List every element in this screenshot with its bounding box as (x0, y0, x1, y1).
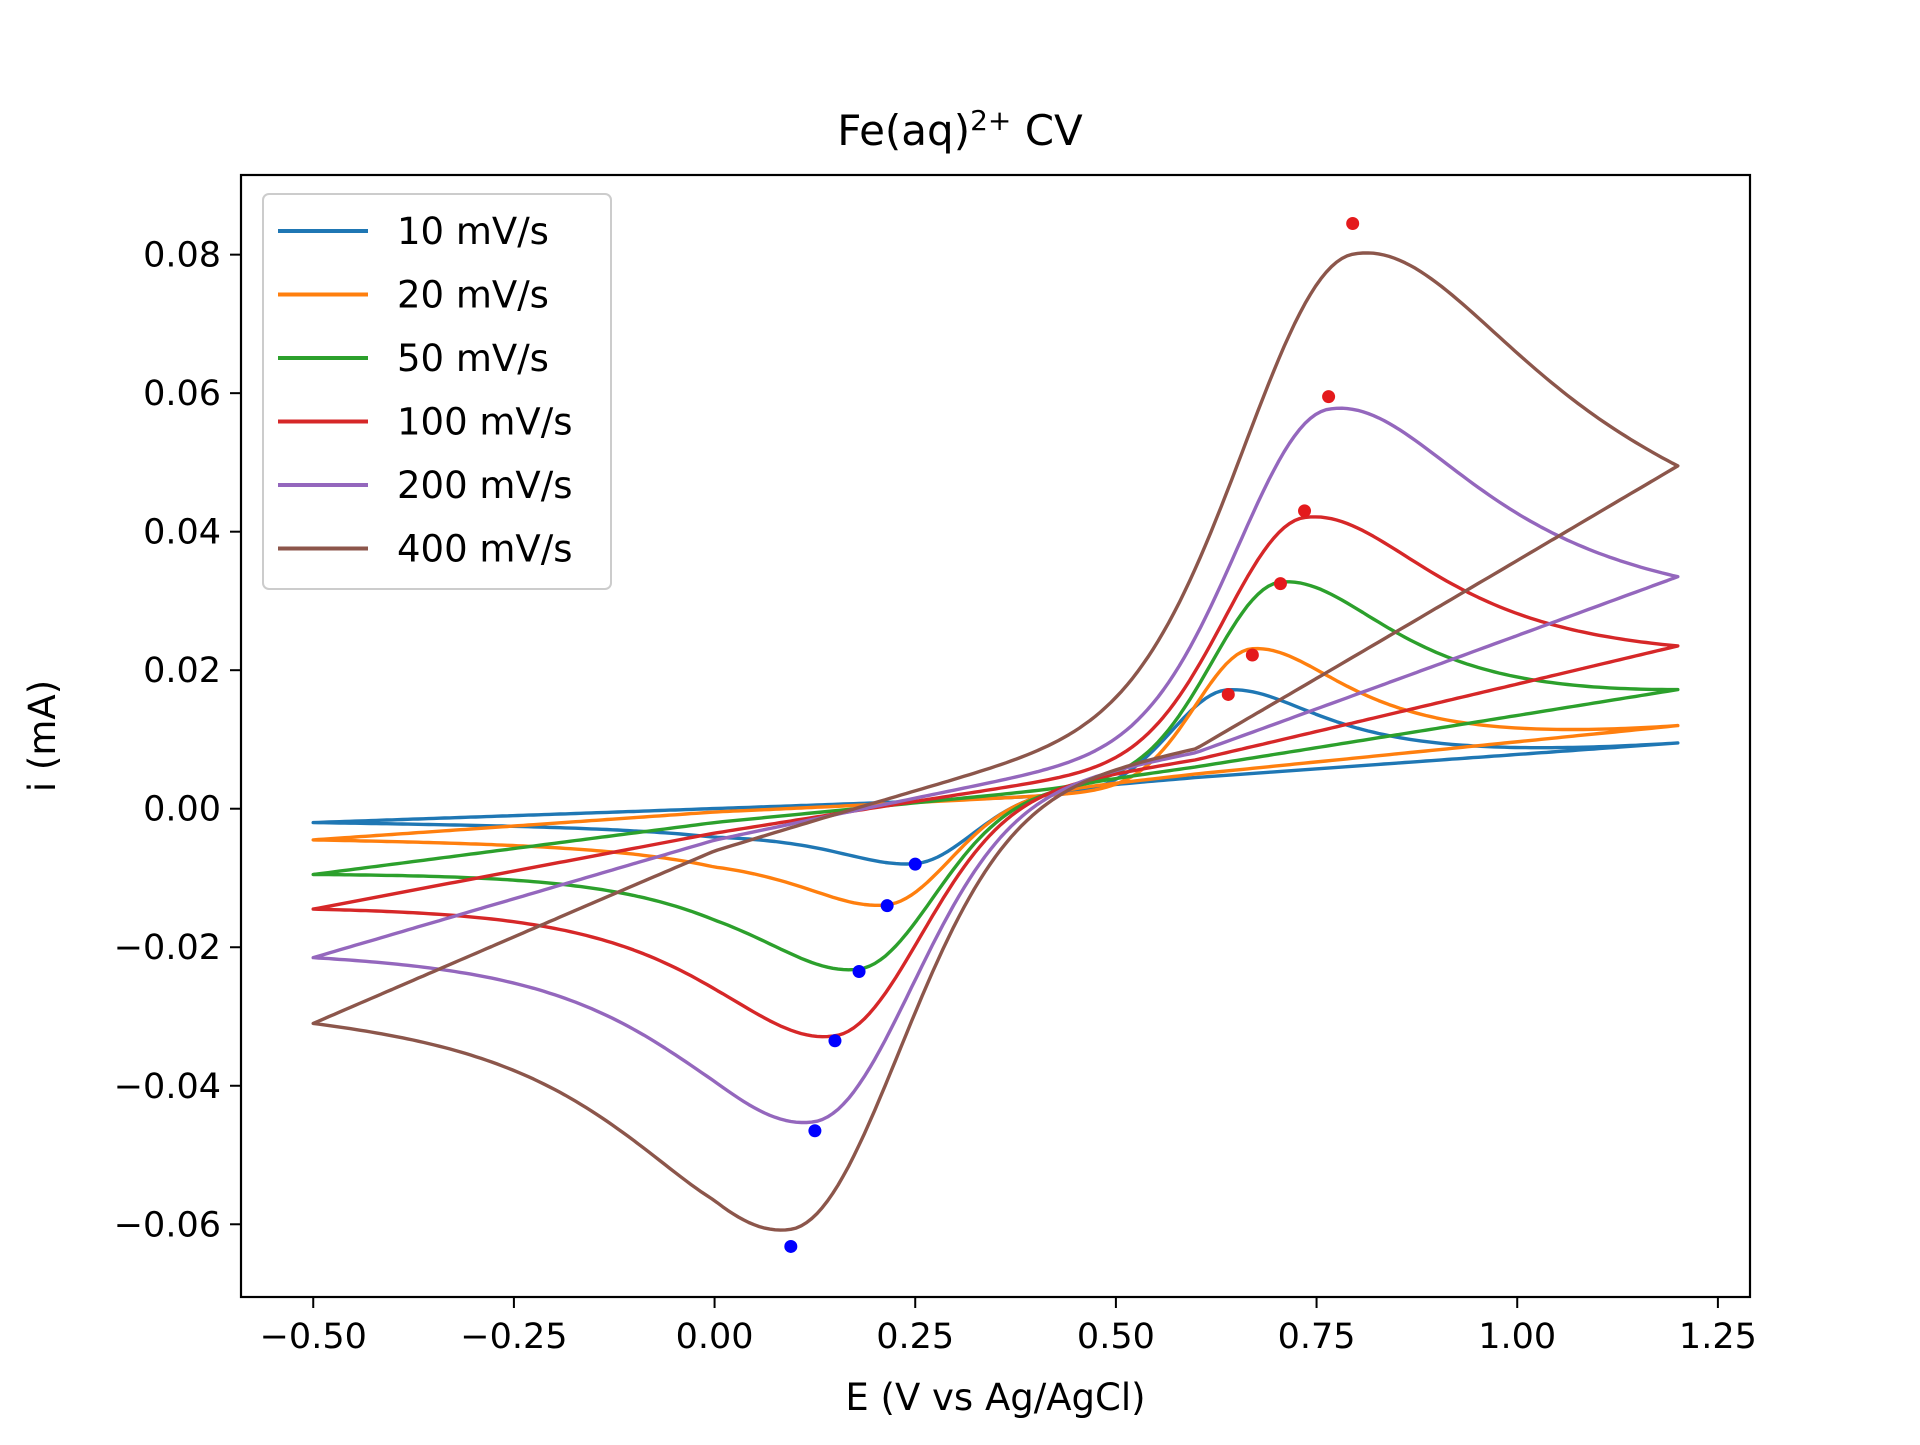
chart-title-text: Fe(aq)2+ CV (837, 104, 1083, 155)
cathodic-peak-marker-1 (880, 899, 894, 913)
legend-label-3: 100 mV/s (397, 401, 572, 444)
anodic-peak-marker-3 (1298, 504, 1312, 518)
legend-label-4: 200 mV/s (397, 464, 572, 507)
x-tick-label: −0.50 (260, 1317, 367, 1357)
y-tick-label: −0.06 (114, 1205, 221, 1245)
anodic-peak-marker-4 (1322, 390, 1336, 404)
cathodic-peak-marker-5 (784, 1239, 798, 1253)
anodic-peak-marker-5 (1346, 216, 1360, 230)
x-tick-label: 0.50 (1077, 1317, 1155, 1357)
y-axis-ticks: −0.06 −0.04 −0.02 0.00 0.02 0.04 0.06 0.08 (114, 236, 241, 1245)
anodic-peak-marker-1 (1245, 648, 1259, 662)
cv-curve-3 (311, 515, 1680, 1039)
y-tick-label: −0.02 (114, 928, 221, 968)
title-suffix: CV (1011, 106, 1083, 155)
title-superscript: 2+ (970, 104, 1011, 137)
x-tick-label: 1.00 (1478, 1317, 1556, 1357)
cathodic-peak-marker-0 (908, 857, 922, 871)
legend-label-1: 20 mV/s (397, 274, 549, 317)
y-tick-label: −0.04 (114, 1067, 221, 1107)
plot-curves (311, 251, 1680, 1232)
cv-curve-2 (311, 580, 1680, 972)
peak-markers (784, 216, 1360, 1253)
cv-curve-1 (311, 646, 1680, 907)
x-tick-label: 1.25 (1679, 1317, 1757, 1357)
y-tick-label: 0.02 (143, 651, 221, 691)
legend: 10 mV/s 20 mV/s 50 mV/s 100 mV/s 200 mV/s 400… (262, 193, 612, 590)
y-tick-label: 0.08 (143, 236, 221, 276)
cathodic-peak-marker-2 (852, 964, 866, 978)
legend-label-2: 50 mV/s (397, 337, 549, 380)
x-tick-label: 0.75 (1278, 1317, 1356, 1357)
plot-frame (239, 173, 1752, 1299)
cv-curve-0 (311, 688, 1680, 866)
x-axis-label: E (V vs Ag/AgCl) (845, 1376, 1145, 1419)
x-axis-ticks: −0.50 −0.25 0.00 0.25 0.50 0.75 1.00 1.25 (260, 1297, 1757, 1357)
cv-curve-5 (311, 251, 1680, 1232)
cathodic-peak-marker-4 (808, 1124, 822, 1138)
x-tick-label: −0.25 (460, 1317, 567, 1357)
cathodic-peak-marker-3 (828, 1034, 842, 1048)
anodic-peak-marker-2 (1273, 577, 1287, 591)
y-axis-label: i (mA) (21, 680, 64, 792)
title-main: Fe(aq) (837, 106, 970, 155)
legend-label-0: 10 mV/s (397, 210, 549, 253)
chart-title: Fe(aq)2+ CV (837, 104, 1083, 155)
y-tick-label: 0.04 (143, 513, 221, 553)
y-tick-label: 0.06 (143, 374, 221, 414)
x-tick-label: 0.00 (676, 1317, 754, 1357)
x-tick-label: 0.25 (876, 1317, 954, 1357)
y-tick-label: 0.00 (143, 790, 221, 830)
cv-curve-4 (311, 406, 1680, 1125)
anodic-peak-marker-0 (1221, 687, 1235, 701)
legend-label-5: 400 mV/s (397, 528, 572, 571)
